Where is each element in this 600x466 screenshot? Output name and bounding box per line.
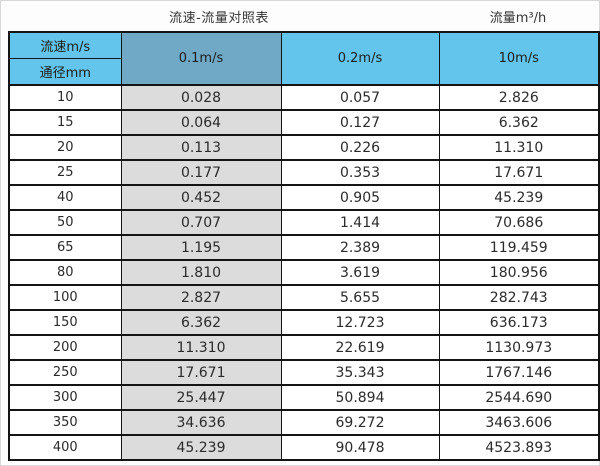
table-row: 50 0.707 1.414 70.686 <box>8 209 600 236</box>
flow-table: 流速m/s 0.1m/s 0.2m/s 10m/s 通径mm 10 0.028 0.… <box>8 31 600 461</box>
table-row: 250 17.671 35.343 1767.146 <box>8 359 600 386</box>
diameter-cell: 350 <box>8 409 122 436</box>
titlebar: 流速-流量对照表 流量m³/h <box>1 1 599 31</box>
table-row: 10 0.028 0.057 2.826 <box>8 84 600 111</box>
flow-value-cell: 35.343 <box>280 359 440 386</box>
flow-value-cell: 2.826 <box>438 84 600 111</box>
flow-value-cell: 0.177 <box>120 159 282 186</box>
diameter-cell: 25 <box>8 159 122 186</box>
flow-value-cell: 3463.606 <box>438 409 600 436</box>
flow-value-cell: 2544.690 <box>438 384 600 411</box>
header-velocity-10ms: 10m/s <box>438 31 600 86</box>
table-row: 150 6.362 12.723 636.173 <box>8 309 600 336</box>
flow-value-cell: 1.195 <box>120 234 282 261</box>
diameter-cell: 200 <box>8 334 122 361</box>
flow-rate-unit-label: 流量m³/h <box>489 10 547 26</box>
flow-value-cell: 1.810 <box>120 259 282 286</box>
flow-value-cell: 1130.973 <box>438 334 600 361</box>
flow-value-cell: 2.389 <box>280 234 440 261</box>
diameter-cell: 20 <box>8 134 122 161</box>
flow-value-cell: 0.707 <box>120 209 282 236</box>
table-row: 65 1.195 2.389 119.459 <box>8 234 600 261</box>
diameter-cell: 300 <box>8 384 122 411</box>
diameter-cell: 50 <box>8 209 122 236</box>
diameter-cell: 250 <box>8 359 122 386</box>
table-row: 350 34.636 69.272 3463.606 <box>8 409 600 436</box>
flow-value-cell: 3.619 <box>280 259 440 286</box>
diameter-cell: 10 <box>8 84 122 111</box>
diameter-cell: 65 <box>8 234 122 261</box>
flow-value-cell: 17.671 <box>120 359 282 386</box>
flow-value-cell: 0.113 <box>120 134 282 161</box>
table-row: 80 1.810 3.619 180.956 <box>8 259 600 286</box>
flow-value-cell: 1.414 <box>280 209 440 236</box>
flow-value-cell: 90.478 <box>280 434 440 461</box>
flow-value-cell: 6.362 <box>438 109 600 136</box>
flow-value-cell: 4523.893 <box>438 434 600 461</box>
flow-value-cell: 11.310 <box>438 134 600 161</box>
header-row-top: 流速m/s 0.1m/s 0.2m/s 10m/s <box>8 31 600 86</box>
table-title: 流速-流量对照表 <box>169 10 269 26</box>
flow-value-cell: 0.057 <box>280 84 440 111</box>
flow-value-cell: 17.671 <box>438 159 600 186</box>
header-velocity-0-1ms: 0.1m/s <box>120 31 282 86</box>
flow-value-cell: 5.655 <box>280 284 440 311</box>
table-row: 400 45.239 90.478 4523.893 <box>8 434 600 461</box>
table-row: 25 0.177 0.353 17.671 <box>8 159 600 186</box>
table-row: 100 2.827 5.655 282.743 <box>8 284 600 311</box>
flow-value-cell: 0.064 <box>120 109 282 136</box>
flow-value-cell: 45.239 <box>120 434 282 461</box>
diameter-cell: 400 <box>8 434 122 461</box>
diameter-cell: 100 <box>8 284 122 311</box>
table-row: 40 0.452 0.905 45.239 <box>8 184 600 211</box>
flow-value-cell: 282.743 <box>438 284 600 311</box>
table-row: 20 0.113 0.226 11.310 <box>8 134 600 161</box>
flow-value-cell: 45.239 <box>438 184 600 211</box>
header-flow-velocity-label: 流速m/s <box>8 31 122 59</box>
flow-value-cell: 12.723 <box>280 309 440 336</box>
diameter-cell: 40 <box>8 184 122 211</box>
table-row: 300 25.447 50.894 2544.690 <box>8 384 600 411</box>
table-header: 流速m/s 0.1m/s 0.2m/s 10m/s 通径mm <box>8 31 600 86</box>
flow-value-cell: 22.619 <box>280 334 440 361</box>
flow-value-cell: 70.686 <box>438 209 600 236</box>
flow-value-cell: 0.127 <box>280 109 440 136</box>
flow-value-cell: 69.272 <box>280 409 440 436</box>
header-velocity-0-2ms: 0.2m/s <box>280 31 440 86</box>
diameter-cell: 150 <box>8 309 122 336</box>
flow-value-cell: 0.226 <box>280 134 440 161</box>
flow-value-cell: 2.827 <box>120 284 282 311</box>
flow-value-cell: 119.459 <box>438 234 600 261</box>
flow-value-cell: 0.353 <box>280 159 440 186</box>
header-row-bottom: 通径mm <box>8 58 599 86</box>
table-row: 15 0.064 0.127 6.362 <box>8 109 600 136</box>
diameter-cell: 15 <box>8 109 122 136</box>
header-diameter-label: 通径mm <box>8 58 122 86</box>
table-body: 10 0.028 0.057 2.826 15 0.064 0.127 6.362 20 0.11… <box>8 84 600 461</box>
table-row: 200 11.310 22.619 1130.973 <box>8 334 600 361</box>
flow-value-cell: 50.894 <box>280 384 440 411</box>
flow-value-cell: 1767.146 <box>438 359 600 386</box>
flow-value-cell: 11.310 <box>120 334 282 361</box>
flow-value-cell: 25.447 <box>120 384 282 411</box>
flow-value-cell: 636.173 <box>438 309 600 336</box>
flow-value-cell: 0.905 <box>280 184 440 211</box>
flow-value-cell: 0.452 <box>120 184 282 211</box>
flow-value-cell: 180.956 <box>438 259 600 286</box>
flow-value-cell: 6.362 <box>120 309 282 336</box>
flow-value-cell: 0.028 <box>120 84 282 111</box>
flow-value-cell: 34.636 <box>120 409 282 436</box>
diameter-cell: 80 <box>8 259 122 286</box>
